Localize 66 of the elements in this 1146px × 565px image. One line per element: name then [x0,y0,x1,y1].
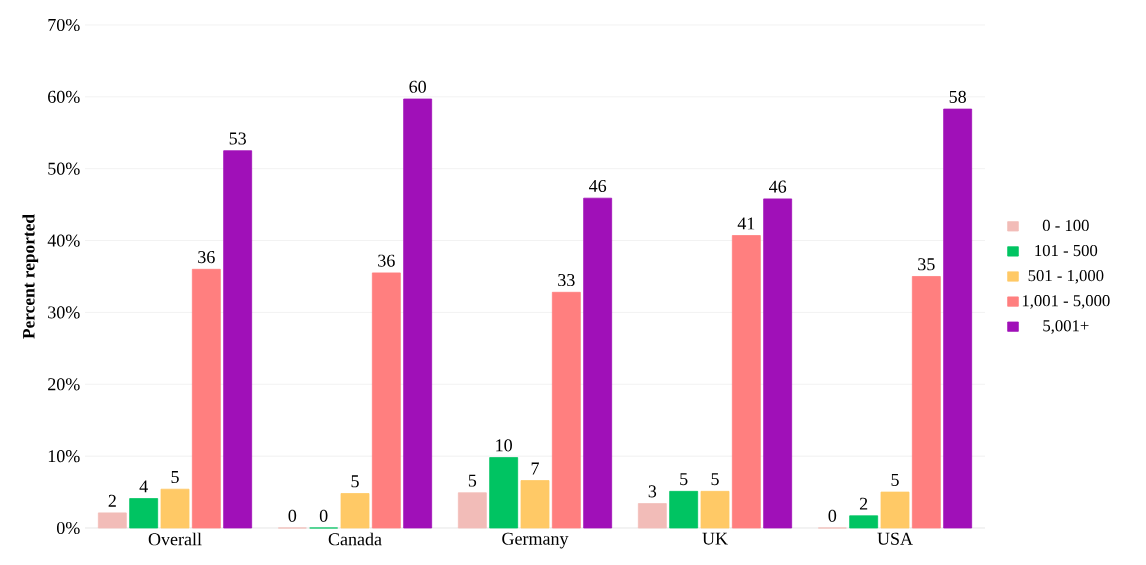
bar [340,493,370,529]
bar [520,480,550,529]
bar [489,457,519,529]
data-label: 5 [680,473,688,486]
x-tick-label: USA [877,532,913,545]
bar [700,490,730,529]
data-label: 0 [288,509,297,522]
data-label: 5 [351,475,359,488]
data-label: 7 [531,462,539,475]
data-label: 53 [229,132,246,145]
bar [911,276,941,529]
data-label: 36 [198,251,215,264]
bar [129,498,159,529]
bar [849,515,879,529]
y-tick-label: 20% [48,378,80,391]
bar [637,503,667,529]
data-label: 46 [769,180,787,193]
bar [583,197,613,529]
legend-label: 1,001 - 5,000 [1022,295,1110,309]
data-label: 41 [737,217,755,230]
bar [731,235,761,529]
y-tick-label: 30% [48,306,80,319]
data-label: 58 [949,90,966,103]
legend-label: 0 - 100 [1042,219,1089,232]
data-label: 3 [648,485,657,498]
data-label: 46 [589,179,607,192]
data-label: 60 [409,80,426,93]
y-tick-label: 10% [48,450,80,463]
x-tick-label: UK [702,532,728,545]
data-label: 2 [859,497,868,510]
x-tick-label: Canada [328,532,382,546]
data-label: 2 [108,494,116,507]
data-label: 5 [171,471,179,484]
legend-label: 101 - 500 [1035,244,1098,257]
bar [191,268,221,529]
data-label: 35 [918,258,935,271]
data-label: 33 [558,274,575,287]
data-label: 5 [711,473,719,486]
legend-label: 5,001+ [1043,320,1089,334]
data-label: 4 [139,480,148,493]
data-label: 5 [468,474,477,487]
y-tick-label: 0% [56,521,80,535]
legend-label: 501 - 1,000 [1028,269,1104,284]
bar [97,512,127,529]
bar [457,492,487,529]
y-tick-label: 70% [48,18,80,32]
x-tick-label: Germany [502,532,569,549]
data-label: 36 [378,254,395,267]
bar [551,291,581,529]
bar [880,491,910,529]
data-label: 5 [891,473,899,486]
bar [943,108,973,529]
bar [160,488,190,529]
data-label: 0 [828,509,837,522]
bar [763,198,793,529]
y-tick-label: 50% [48,162,80,175]
x-tick-label: Overall [148,532,202,546]
bar [223,150,253,529]
y-tick-label: 60% [48,90,80,103]
data-label: 10 [496,439,512,452]
bar [403,98,433,529]
bar [371,272,401,529]
y-tick-label: 40% [47,234,80,247]
data-label: 0 [319,509,328,522]
y-axis-title: Percent reported [22,214,39,339]
bar [669,490,699,529]
